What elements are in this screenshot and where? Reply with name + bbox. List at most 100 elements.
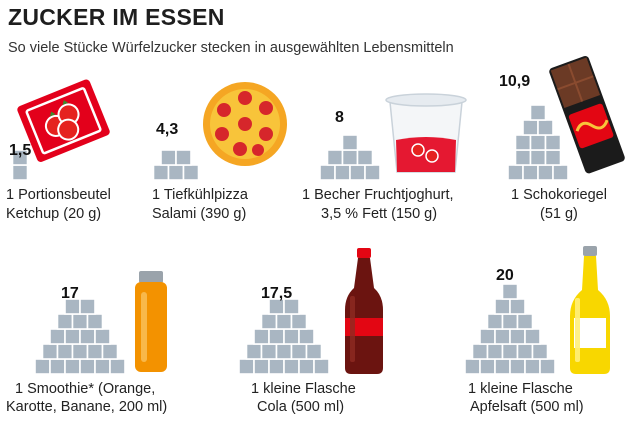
sugar-cube xyxy=(524,328,541,345)
sugar-cube xyxy=(268,358,285,375)
sugar-cube xyxy=(494,298,511,315)
sugar-cube xyxy=(319,164,336,181)
item-value: 20 xyxy=(496,267,514,284)
item-value: 8 xyxy=(335,109,344,126)
sugar-cube xyxy=(486,343,504,360)
item-caption-line1: 1 Portionsbeutel xyxy=(6,187,111,203)
sugar-cube xyxy=(524,358,541,375)
chocolate-bar-icon xyxy=(549,56,625,174)
item-caption-line1: 1 Schokoriegel xyxy=(511,187,607,203)
sugar-cube xyxy=(260,313,278,330)
sugar-cube xyxy=(514,149,532,166)
sugar-cube xyxy=(349,164,366,181)
sugar-cubes xyxy=(152,149,200,181)
sugar-cube xyxy=(507,164,524,181)
item-caption-line2: Cola (500 ml) xyxy=(257,399,345,415)
sugar-cube xyxy=(509,328,526,345)
sugar-cube xyxy=(79,358,96,375)
sugar-cube xyxy=(531,343,549,360)
sugar-cube xyxy=(544,149,562,166)
sugar-cube xyxy=(509,358,526,375)
apple-juice-bottle-icon xyxy=(570,246,610,374)
sugar-cube xyxy=(552,164,569,181)
item-caption-line1: 1 kleine Flasche xyxy=(468,381,573,397)
sugar-cube xyxy=(283,328,300,345)
sugar-cube xyxy=(56,313,74,330)
sugar-cube xyxy=(341,134,359,151)
sugar-cube xyxy=(509,298,526,315)
sugar-cube xyxy=(290,343,308,360)
item-value: 10,9 xyxy=(499,73,531,90)
sugar-cube xyxy=(479,328,496,345)
yogurt-cup-icon xyxy=(385,93,467,173)
sugar-cube xyxy=(537,119,554,136)
sugar-cube xyxy=(152,164,170,181)
page-title: ZUCKER IM ESSEN xyxy=(8,4,225,30)
item-value: 4,3 xyxy=(156,121,179,138)
sugar-cube xyxy=(334,164,351,181)
sugar-cube xyxy=(79,328,96,345)
sugar-cubes xyxy=(319,134,381,181)
sugar-cube xyxy=(522,119,539,136)
sugar-cube xyxy=(522,164,539,181)
page-subtitle: So viele Stücke Würfelzucker stecken in … xyxy=(8,40,454,56)
sugar-cube xyxy=(529,104,547,121)
sugar-cube xyxy=(464,358,481,375)
sugar-cube xyxy=(253,328,270,345)
sugar-cube xyxy=(175,149,192,166)
sugar-cube xyxy=(529,134,547,151)
item-value: 1,5 xyxy=(9,142,32,159)
sugar-cube xyxy=(245,343,263,360)
sugar-cube xyxy=(283,358,300,375)
sugar-cubes xyxy=(238,298,330,375)
sugar-cube xyxy=(298,358,315,375)
sugar-cube xyxy=(109,358,126,375)
sugar-cube xyxy=(49,328,66,345)
item-caption-line2: (51 g) xyxy=(540,206,578,222)
item-caption-line2: 3,5 % Fett (150 g) xyxy=(321,206,438,222)
sugar-cube xyxy=(86,343,104,360)
sugar-cube xyxy=(364,164,381,181)
sugar-cube xyxy=(514,134,532,151)
sugar-cube xyxy=(253,358,270,375)
sugar-cube xyxy=(501,283,519,300)
sugar-cube xyxy=(305,343,323,360)
sugar-cube xyxy=(516,343,534,360)
cola-bottle-icon xyxy=(345,248,383,374)
sugar-cube xyxy=(275,343,293,360)
sugar-cube xyxy=(101,343,119,360)
sugar-cube xyxy=(94,328,111,345)
sugar-cube xyxy=(11,164,29,181)
item-value: 17 xyxy=(61,285,79,302)
sugar-cube xyxy=(486,313,504,330)
sugar-cube xyxy=(341,149,359,166)
sugar-cube xyxy=(356,149,374,166)
item-caption-line1: 1 Smoothie* (Orange, xyxy=(15,381,156,397)
item-value: 17,5 xyxy=(261,285,293,302)
sugar-cube xyxy=(64,328,81,345)
sugar-cube xyxy=(238,358,255,375)
sugar-cube xyxy=(34,358,51,375)
sugar-cube xyxy=(86,313,104,330)
sugar-cube xyxy=(79,298,96,315)
sugar-cube xyxy=(64,358,81,375)
sugar-cube xyxy=(49,358,66,375)
sugar-cube xyxy=(537,164,554,181)
sugar-cube xyxy=(479,358,496,375)
sugar-cube xyxy=(182,164,200,181)
sugar-cubes xyxy=(464,283,556,375)
sugar-cube xyxy=(94,358,111,375)
sugar-cubes xyxy=(507,104,569,181)
sugar-cubes xyxy=(34,298,126,375)
item-caption-line1: 1 Tiefkühlpizza xyxy=(152,187,248,203)
sugar-cube xyxy=(326,149,344,166)
sugar-cube xyxy=(290,313,308,330)
sugar-cube xyxy=(516,313,534,330)
sugar-cube xyxy=(71,313,89,330)
sugar-cube xyxy=(501,343,519,360)
pizza-icon xyxy=(203,82,287,166)
sugar-cube xyxy=(160,149,177,166)
sugar-cube xyxy=(494,358,511,375)
sugar-cube xyxy=(313,358,330,375)
item-caption-line1: 1 kleine Flasche xyxy=(251,381,356,397)
